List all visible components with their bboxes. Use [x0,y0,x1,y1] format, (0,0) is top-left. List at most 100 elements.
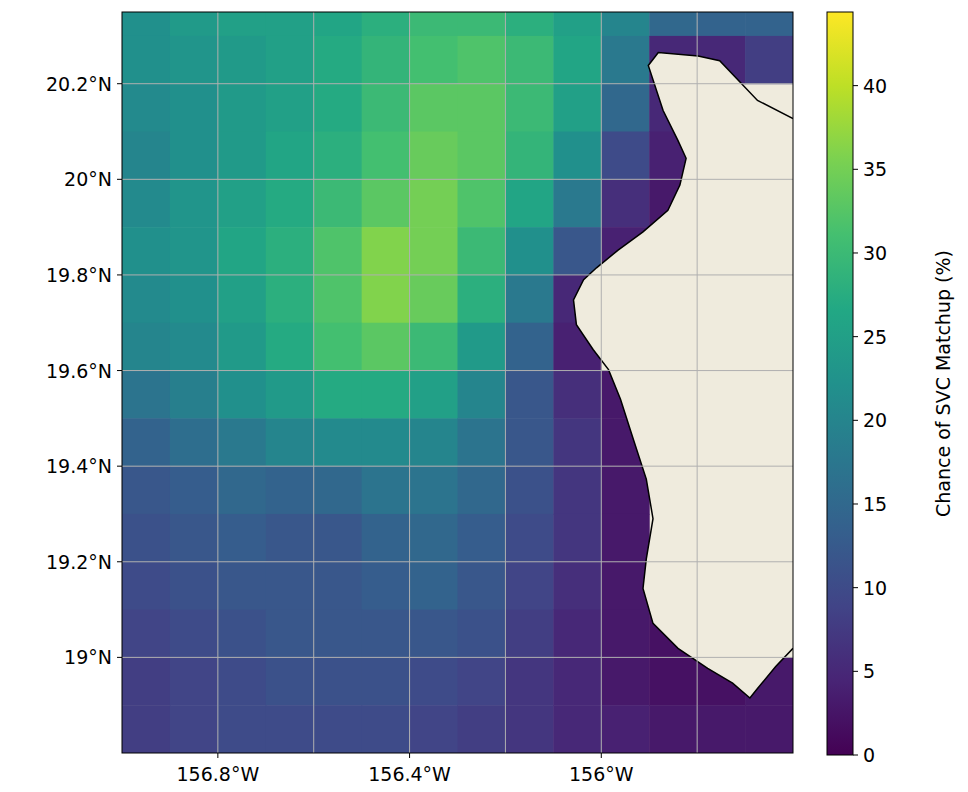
cell [122,466,170,514]
cell [266,371,314,419]
cell [362,657,410,705]
colorbar-tick-label: 5 [863,660,875,682]
cell [553,132,601,180]
cell [314,418,362,466]
cell [745,36,793,84]
cell [553,12,601,36]
tick [117,370,122,371]
cell [458,466,506,514]
land-background [122,12,793,753]
cell [314,466,362,514]
cell [266,466,314,514]
cell [505,371,553,419]
cell [218,466,266,514]
grid-line [122,83,793,84]
cell [410,227,458,275]
colorbar-tick-label: 25 [863,326,887,348]
cell [266,323,314,371]
cell [505,12,553,36]
cell [170,275,218,323]
cell [553,36,601,84]
tick [117,466,122,467]
cell [122,275,170,323]
cell [170,36,218,84]
chart: 156.8°W156.4°W156°W19°N19.2°N19.4°N19.6°… [0,0,968,792]
grid-line [697,12,698,753]
cell [218,227,266,275]
cell [314,275,362,323]
cell [553,179,601,227]
cell [553,705,601,753]
cell [362,132,410,180]
grid-line [122,657,793,658]
cell [362,705,410,753]
cell [410,84,458,132]
cell [314,562,362,610]
cell [218,562,266,610]
cell [218,36,266,84]
colorbar-tick-label: 10 [863,577,887,599]
cell [410,179,458,227]
x-tick-label: 156°W [569,763,634,785]
cell [458,275,506,323]
cell [649,12,697,36]
y-tick-label: 19.2°N [46,551,112,573]
cell [218,418,266,466]
cell [362,36,410,84]
cell [266,227,314,275]
cell [505,610,553,658]
cell [170,562,218,610]
cell [218,514,266,562]
cell [122,132,170,180]
colorbar-tick [853,755,858,756]
cell [458,418,506,466]
cell [362,84,410,132]
cell [314,179,362,227]
cell [362,371,410,419]
cell [505,84,553,132]
colorbar-tick-label: 30 [863,242,887,264]
cell [553,657,601,705]
cell [266,418,314,466]
cell [122,12,170,36]
cell [505,36,553,84]
cell [170,132,218,180]
grid-line [122,466,793,467]
cell [170,514,218,562]
colorbar-tick [853,252,858,253]
y-tick-label: 20.2°N [46,73,112,95]
tick [117,561,122,562]
colorbar-tick [853,85,858,86]
cell [601,466,649,514]
y-tick-label: 19.6°N [46,360,112,382]
cell [505,323,553,371]
cell [553,562,601,610]
cell [266,84,314,132]
cell [362,323,410,371]
cell [505,227,553,275]
cell [218,705,266,753]
y-tick-label: 19.8°N [46,264,112,286]
grid-line [217,12,218,753]
cell [266,705,314,753]
cell [314,132,362,180]
cell [505,705,553,753]
cell [410,514,458,562]
cell [362,179,410,227]
cell [122,323,170,371]
cell [122,179,170,227]
cell [410,12,458,36]
plot-frame [122,12,793,753]
land [574,53,794,698]
cell [458,657,506,705]
cell [458,84,506,132]
cell [314,610,362,658]
cell [362,275,410,323]
grid-line [409,12,410,753]
cell [362,12,410,36]
cell [505,179,553,227]
tick [117,657,122,658]
colorbar-tick [853,336,858,337]
cell [170,657,218,705]
cell [266,275,314,323]
